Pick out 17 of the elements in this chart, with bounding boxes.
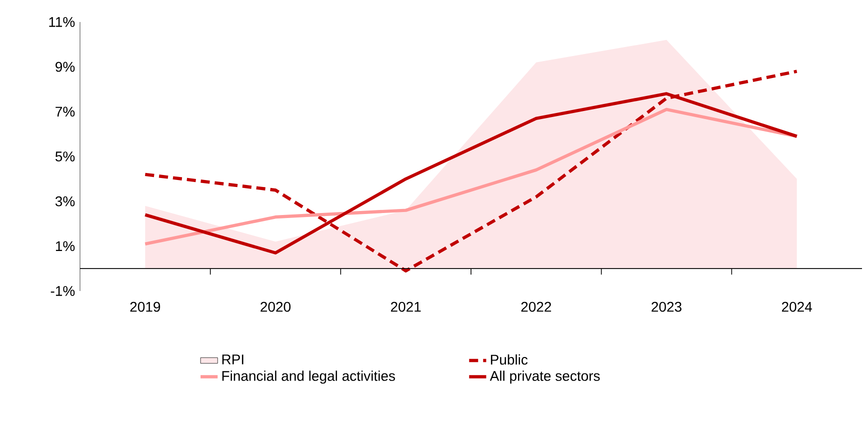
x-tick-label: 2019 — [130, 302, 160, 312]
legend-label: RPI — [222, 354, 244, 364]
x-tick-label: 2024 — [782, 302, 812, 312]
y-tick-label: 9% — [56, 62, 75, 72]
legend-label: Financial and legal activities — [222, 370, 395, 384]
y-tick-label: 3% — [55, 196, 75, 206]
y-tick-label: 5% — [55, 152, 75, 162]
legend-label: All private sectors — [490, 370, 600, 384]
legend-label: Public — [490, 354, 528, 365]
x-tick-label: 2022 — [521, 302, 552, 312]
x-tick-label: 2020 — [260, 302, 291, 312]
x-tick-label: 2023 — [652, 302, 682, 312]
y-tick-label: 11% — [49, 17, 75, 27]
y-tick-label: 1% — [56, 241, 75, 252]
y-tick-label: -1% — [50, 286, 75, 296]
y-tick-label: 7% — [56, 106, 75, 117]
x-tick-label: 2021 — [390, 302, 421, 312]
